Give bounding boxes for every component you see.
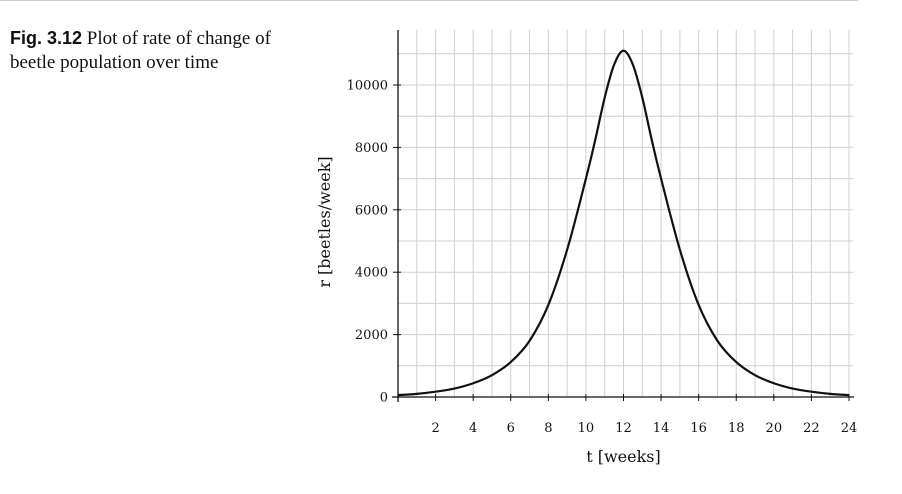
y-tick-label: 6000 — [355, 203, 388, 218]
x-tick-label: 20 — [766, 421, 783, 436]
x-tick-label: 14 — [653, 421, 670, 436]
x-tick-label: 8 — [544, 421, 552, 436]
caption-text: Plot of rate of change of beetle populat… — [10, 28, 271, 73]
x-ticks: 2 4 6 8 10 12 14 16 18 20 22 24 — [431, 394, 857, 436]
x-tick-label: 6 — [507, 421, 515, 436]
x-tick-label: 22 — [803, 421, 820, 436]
top-rule — [0, 0, 858, 1]
figure-number: Fig. 3.12 — [10, 28, 83, 48]
y-tick-label: 2000 — [355, 328, 388, 343]
x-tick-label: 24 — [841, 421, 858, 436]
y-ticks: 0 2000 4000 6000 8000 10000 — [347, 79, 401, 406]
y-tick-label: 0 — [380, 391, 388, 406]
x-tick-label: 16 — [690, 421, 707, 436]
y-tick-label: 8000 — [355, 141, 388, 156]
y-axis-label: r [beetles/week] — [315, 156, 334, 287]
x-axis-label: t [weeks] — [586, 447, 661, 466]
x-tick-label: 10 — [578, 421, 595, 436]
figure-caption: Fig. 3.12 Plot of rate of change of beet… — [10, 26, 280, 75]
grid — [398, 30, 853, 397]
rate-curve — [397, 49, 850, 397]
x-tick-label: 2 — [431, 421, 439, 436]
y-tick-label: 4000 — [355, 266, 388, 281]
x-tick-label: 4 — [469, 421, 477, 436]
x-tick-label: 12 — [615, 421, 632, 436]
x-tick-label: 18 — [728, 421, 745, 436]
y-tick-label: 10000 — [347, 79, 388, 94]
